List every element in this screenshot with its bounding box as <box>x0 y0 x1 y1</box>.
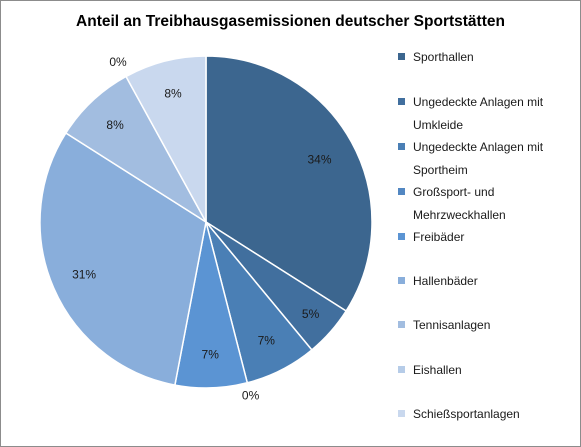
pie-slice-sporthallen <box>205 55 373 312</box>
pie-slice-schie-sportanlagen <box>125 55 207 223</box>
legend-swatch <box>398 410 405 417</box>
legend-label: Ungedeckte Anlagen mit Umkleide <box>413 95 544 132</box>
data-label-hallenb-der: 31% <box>72 268 96 282</box>
legend-item-ungedeckte-anlagen-mit-umkleide: Ungedeckte Anlagen mit Umkleide <box>398 91 568 136</box>
legend-swatch <box>398 188 405 195</box>
legend-swatch <box>398 277 405 284</box>
data-label-tennisanlagen: 8% <box>106 118 124 132</box>
data-label-ungedeckte-anlagen-mit-sportheim: 7% <box>258 333 276 347</box>
legend-label: Sporthallen <box>413 50 474 64</box>
legend-swatch <box>398 98 405 105</box>
legend-swatch <box>398 143 405 150</box>
legend-item-gro-sport-und-mehrzweckhallen: Großsport- und Mehrzweckhallen <box>398 181 568 226</box>
data-label-schie-sportanlagen: 8% <box>164 86 182 100</box>
pie-slices <box>39 55 373 389</box>
legend-item-hallenb-der: Hallenbäder <box>398 270 568 293</box>
legend-label: Freibäder <box>413 230 465 244</box>
data-label-sporthallen: 34% <box>307 153 331 167</box>
legend-label: Schießsportanlagen <box>413 407 520 421</box>
legend-item-tennisanlagen: Tennisanlagen <box>398 314 568 337</box>
legend-label: Hallenbäder <box>413 274 478 288</box>
legend-item-ungedeckte-anlagen-mit-sportheim: Ungedeckte Anlagen mit Sportheim <box>398 136 568 181</box>
legend-item-freib-der: Freibäder <box>398 226 568 249</box>
legend-swatch <box>398 233 405 240</box>
data-label-ungedeckte-anlagen-mit-umkleide: 5% <box>302 307 320 321</box>
legend-swatch <box>398 366 405 373</box>
legend-label: Großsport- und Mehrzweckhallen <box>413 185 506 222</box>
legend-label: Tennisanlagen <box>413 318 491 332</box>
legend-item-eishallen: Eishallen <box>398 359 568 382</box>
legend-label: Eishallen <box>413 363 462 377</box>
data-label-gro-sport-und-mehrzweckhallen: 0% <box>242 389 260 403</box>
pie-data-labels: 34% 5% 7% 0% 7% 31% 8% 0% 8% <box>72 55 332 403</box>
data-label-eishallen: 0% <box>109 55 127 69</box>
legend-swatch <box>398 321 405 328</box>
legend-item-sporthallen: Sporthallen <box>398 46 568 69</box>
legend-label: Ungedeckte Anlagen mit Sportheim <box>413 140 544 177</box>
legend-item-schie-sportanlagen: Schießsportanlagen <box>398 403 568 426</box>
legend-swatch <box>398 53 405 60</box>
data-label-freib-der: 7% <box>202 348 220 362</box>
chart-title: Anteil an Treibhausgasemissionen deutsch… <box>76 13 505 30</box>
